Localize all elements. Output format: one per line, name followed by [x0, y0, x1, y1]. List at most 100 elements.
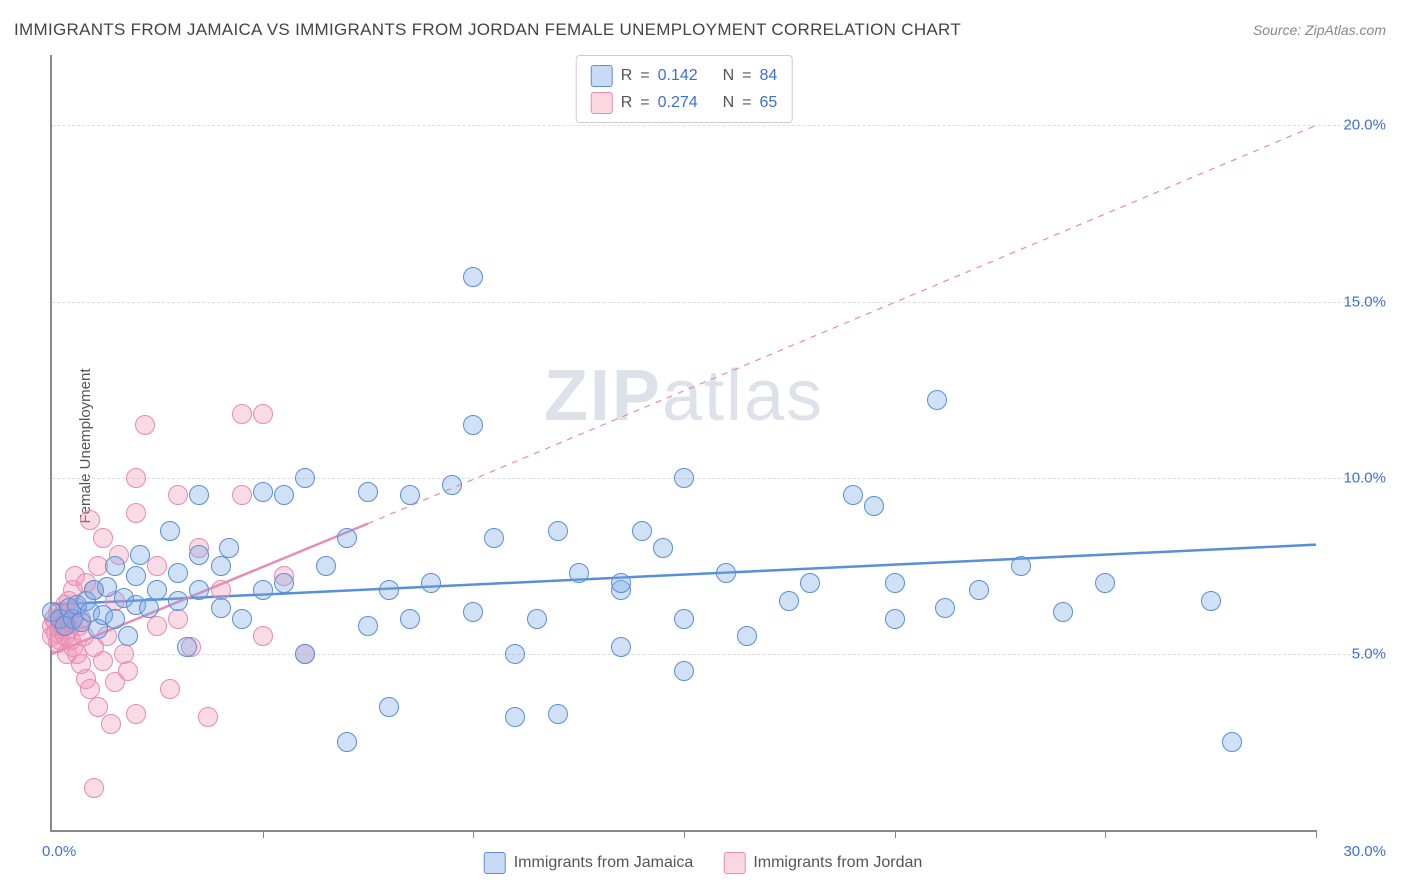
r-value-jamaica: 0.142 — [658, 62, 698, 89]
data-point — [105, 609, 125, 629]
data-point — [93, 528, 113, 548]
r-label: R — [621, 89, 633, 116]
data-point — [219, 538, 239, 558]
data-point — [316, 556, 336, 576]
legend-stats-jordan: R = 0.274 N = 65 — [591, 89, 778, 116]
data-point — [88, 697, 108, 717]
eq-label: = — [742, 89, 751, 116]
legend-item-jamaica: Immigrants from Jamaica — [484, 852, 694, 874]
data-point — [114, 644, 134, 664]
data-point — [1222, 732, 1242, 752]
y-tick-label: 5.0% — [1352, 645, 1386, 662]
data-point — [253, 626, 273, 646]
eq-label: = — [640, 62, 649, 89]
data-point — [126, 566, 146, 586]
data-point — [463, 267, 483, 287]
trend-lines — [52, 55, 1316, 830]
data-point — [400, 485, 420, 505]
r-value-jordan: 0.274 — [658, 89, 698, 116]
data-point — [463, 602, 483, 622]
gridline — [52, 478, 1376, 479]
watermark: ZIPatlas — [544, 355, 824, 437]
data-point — [253, 404, 273, 424]
legend-stats-jamaica: R = 0.142 N = 84 — [591, 62, 778, 89]
n-value-jamaica: 84 — [759, 62, 777, 89]
data-point — [484, 528, 504, 548]
data-point — [653, 538, 673, 558]
n-label: N — [723, 89, 735, 116]
data-point — [548, 521, 568, 541]
data-point — [232, 404, 252, 424]
data-point — [274, 573, 294, 593]
data-point — [80, 510, 100, 530]
data-point — [160, 521, 180, 541]
data-point — [135, 415, 155, 435]
data-point — [126, 503, 146, 523]
legend-item-jordan: Immigrants from Jordan — [723, 852, 922, 874]
data-point — [527, 609, 547, 629]
data-point — [168, 563, 188, 583]
data-point — [1053, 602, 1073, 622]
data-point — [253, 580, 273, 600]
source-label: Source: ZipAtlas.com — [1253, 22, 1386, 38]
data-point — [358, 616, 378, 636]
data-point — [1201, 591, 1221, 611]
plot-area: ZIPatlas R = 0.142 N = 84 R = 0.274 N = … — [50, 55, 1316, 832]
data-point — [885, 573, 905, 593]
data-point — [189, 580, 209, 600]
legend-stats-box: R = 0.142 N = 84 R = 0.274 N = 65 — [576, 55, 793, 123]
eq-label: = — [742, 62, 751, 89]
data-point — [379, 580, 399, 600]
legend-series: Immigrants from Jamaica Immigrants from … — [484, 852, 923, 874]
data-point — [253, 482, 273, 502]
data-point — [611, 573, 631, 593]
data-point — [295, 468, 315, 488]
data-point — [198, 707, 218, 727]
data-point — [160, 679, 180, 699]
watermark-atlas: atlas — [662, 356, 824, 436]
data-point — [147, 580, 167, 600]
data-point — [211, 556, 231, 576]
data-point — [674, 468, 694, 488]
y-tick-label: 20.0% — [1343, 117, 1386, 134]
data-point — [927, 390, 947, 410]
data-point — [611, 637, 631, 657]
data-point — [118, 661, 138, 681]
data-point — [885, 609, 905, 629]
swatch-jordan-icon — [591, 92, 613, 114]
data-point — [232, 609, 252, 629]
data-point — [358, 482, 378, 502]
swatch-jordan-icon — [723, 852, 745, 874]
data-point — [168, 609, 188, 629]
data-point — [118, 626, 138, 646]
data-point — [935, 598, 955, 618]
r-label: R — [621, 62, 633, 89]
swatch-jamaica-icon — [484, 852, 506, 874]
data-point — [337, 528, 357, 548]
data-point — [130, 545, 150, 565]
legend-label-jordan: Immigrants from Jordan — [753, 854, 922, 872]
data-point — [864, 496, 884, 516]
data-point — [168, 591, 188, 611]
eq-label: = — [640, 89, 649, 116]
data-point — [379, 697, 399, 717]
data-point — [442, 475, 462, 495]
x-tick — [1105, 830, 1106, 838]
data-point — [295, 644, 315, 664]
data-point — [126, 468, 146, 488]
data-point — [400, 609, 420, 629]
data-point — [569, 563, 589, 583]
gridline — [52, 302, 1376, 303]
data-point — [168, 485, 188, 505]
gridline — [52, 654, 1376, 655]
x-tick — [1316, 830, 1317, 838]
chart-title: IMMIGRANTS FROM JAMAICA VS IMMIGRANTS FR… — [14, 20, 961, 40]
data-point — [126, 704, 146, 724]
data-point — [232, 485, 252, 505]
legend-label-jamaica: Immigrants from Jamaica — [514, 854, 694, 872]
data-point — [779, 591, 799, 611]
data-point — [105, 556, 125, 576]
data-point — [1095, 573, 1115, 593]
watermark-zip: ZIP — [544, 356, 662, 436]
data-point — [337, 732, 357, 752]
